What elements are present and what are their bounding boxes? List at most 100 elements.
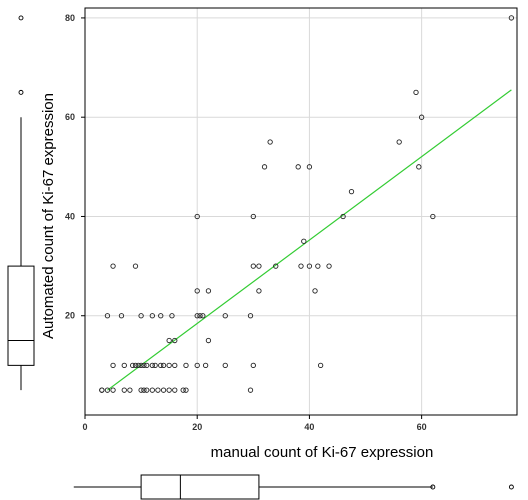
x-boxplot [73, 474, 514, 500]
data-point [301, 238, 307, 244]
data-point [197, 313, 203, 319]
data-point [110, 387, 116, 393]
data-point [104, 387, 111, 393]
data-point [132, 263, 139, 269]
plot-frame [84, 7, 518, 416]
data-point [312, 288, 318, 294]
data-point [141, 387, 147, 393]
data-point [340, 213, 346, 220]
data-point [144, 387, 150, 393]
data-point [267, 139, 273, 145]
data-point [250, 213, 256, 220]
data-point [222, 313, 228, 319]
y-tick-label: 80 [65, 13, 75, 23]
data-point [416, 164, 422, 170]
data-point [250, 362, 256, 369]
x-axis-title: manual count of Ki-67 expression [211, 444, 434, 461]
data-point [247, 387, 254, 393]
y-tick-label: 60 [65, 112, 75, 122]
data-point [138, 313, 144, 319]
data-point [118, 313, 125, 319]
data-point [110, 263, 116, 269]
data-point [172, 387, 178, 393]
data-point [348, 188, 355, 195]
x-tick-label: 60 [417, 422, 427, 432]
data-point [99, 387, 105, 393]
data-point [205, 288, 212, 294]
data-point [152, 362, 158, 369]
data-point [155, 387, 161, 393]
data-point [256, 288, 262, 294]
x-tick-label: 20 [192, 422, 202, 432]
data-point [158, 313, 164, 319]
data-point [200, 313, 206, 319]
data-point [508, 15, 515, 21]
x-boxplot-box [140, 474, 260, 500]
data-point [149, 313, 155, 319]
data-point [166, 337, 172, 344]
data-point [172, 362, 178, 369]
data-point [149, 362, 155, 369]
ticks-layer: 0 20 40 60 20 40 60 80 [65, 13, 427, 432]
data-point [138, 387, 144, 393]
data-point [166, 387, 172, 393]
data-point [326, 263, 332, 269]
data-point [261, 164, 268, 170]
data-point [121, 387, 127, 393]
data-point [130, 362, 136, 369]
data-point [144, 362, 150, 369]
data-point [141, 362, 147, 369]
y-boxplot-outlier [18, 15, 24, 21]
y-boxplot [7, 15, 35, 391]
data-point [194, 288, 200, 294]
grid-layer [85, 8, 517, 415]
data-point [104, 313, 111, 319]
data-point [183, 362, 189, 369]
data-point [160, 387, 167, 393]
data-point [138, 362, 144, 369]
data-point [110, 362, 116, 369]
data-point [135, 362, 141, 369]
x-tick-label: 40 [304, 422, 314, 432]
data-point [306, 263, 313, 269]
data-point [295, 164, 301, 170]
data-point [169, 313, 175, 319]
data-point [180, 387, 186, 393]
data-point [250, 263, 256, 269]
y-boxplot-box [7, 265, 35, 366]
data-point [317, 362, 324, 369]
data-point [256, 263, 262, 269]
data-point [222, 362, 228, 369]
trend-layer [107, 89, 512, 391]
y-boxplot-outlier [18, 89, 24, 95]
data-point [132, 362, 139, 369]
data-point [418, 114, 425, 120]
data-point [205, 337, 212, 344]
data-point [430, 213, 436, 220]
data-point [121, 362, 127, 369]
data-point [194, 213, 200, 220]
data-point [160, 362, 167, 369]
data-point [194, 362, 200, 369]
points-layer [99, 15, 515, 393]
data-point [194, 313, 200, 319]
data-point [413, 89, 419, 96]
trend-line [107, 89, 512, 391]
data-point [158, 362, 164, 369]
data-point [183, 387, 189, 393]
data-point [202, 362, 209, 369]
data-point [396, 139, 402, 145]
y-tick-label: 40 [65, 211, 75, 221]
y-tick-label: 20 [65, 311, 75, 321]
data-point [298, 263, 304, 269]
data-point [127, 387, 133, 393]
data-point [166, 362, 172, 369]
data-point [149, 387, 155, 393]
y-axis-title: Automated count of Ki-67 expression [40, 93, 57, 339]
data-point [315, 263, 321, 269]
x-boxplot-outlier [430, 484, 436, 490]
x-boxplot-outlier [508, 484, 514, 490]
data-point [247, 313, 254, 319]
